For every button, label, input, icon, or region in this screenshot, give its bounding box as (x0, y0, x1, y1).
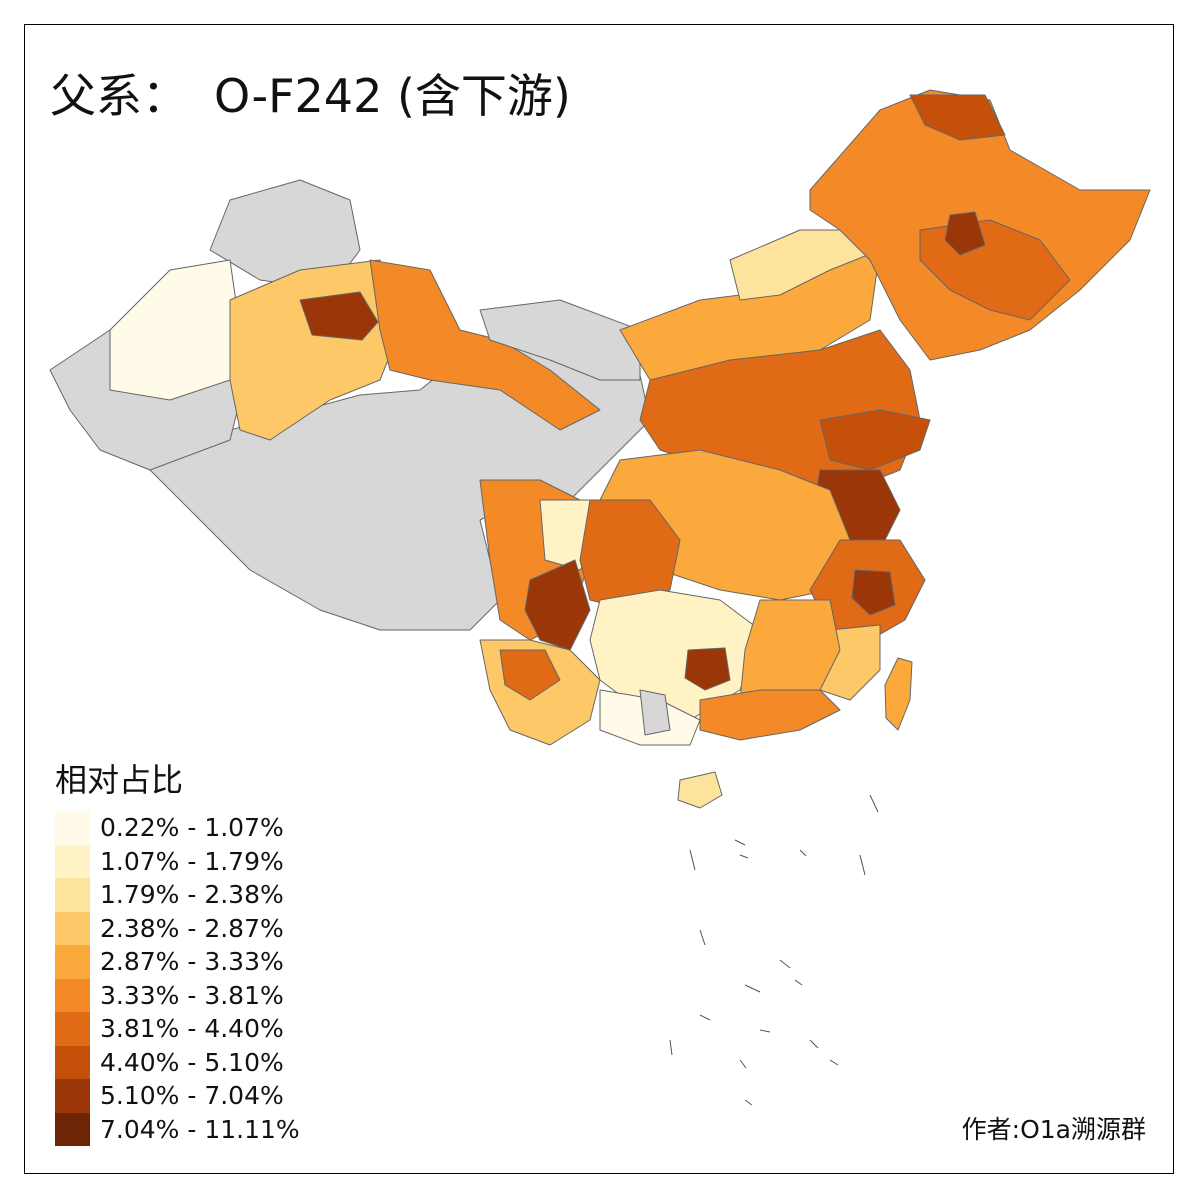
legend-item: 1.07% - 1.79% (55, 844, 300, 878)
region-zhejiang-dark (851, 569, 896, 616)
legend-item: 4.40% - 5.10% (55, 1045, 300, 1079)
legend-swatch (55, 945, 90, 979)
legend-item: 5.10% - 7.04% (55, 1079, 300, 1113)
legend-item: 7.04% - 11.11% (55, 1112, 300, 1146)
legend-item: 2.87% - 3.33% (55, 945, 300, 979)
region-taiwan (884, 657, 913, 731)
region-south-grey (639, 689, 671, 736)
legend-swatch (55, 978, 90, 1012)
legend-items: 0.22% - 1.07% 1.07% - 1.79% 1.79% - 2.38% 2… (55, 811, 300, 1146)
region-gansu (369, 259, 601, 431)
map-title: 父系： O-F242 (含下游) (50, 69, 571, 123)
legend-label: 4.40% - 5.10% (100, 1047, 284, 1077)
author-credit: 作者:O1a溯源群 (961, 1115, 1146, 1144)
legend-item: 0.22% - 1.07% (55, 811, 300, 845)
south-sea-islands (669, 794, 879, 1106)
legend-item: 3.81% - 4.40% (55, 1012, 300, 1046)
region-yunnan-orange (499, 649, 561, 701)
legend-swatch (55, 844, 90, 878)
legend-label: 3.33% - 3.81% (100, 980, 284, 1010)
region-xinjiang-west (109, 259, 241, 401)
legend-swatch (55, 878, 90, 912)
legend-label: 0.22% - 1.07% (100, 813, 284, 843)
legend-swatch (55, 911, 90, 945)
legend-item: 1.79% - 2.38% (55, 878, 300, 912)
legend-item: 3.33% - 3.81% (55, 978, 300, 1012)
region-heilongjiang-top (909, 94, 1006, 141)
map-frame (24, 24, 1174, 1174)
legend-swatch (55, 1045, 90, 1079)
legend-label: 1.79% - 2.38% (100, 880, 284, 910)
legend-label: 2.87% - 3.33% (100, 947, 284, 977)
region-mongolia-west (479, 299, 641, 381)
legend-label: 7.04% - 11.11% (100, 1114, 300, 1144)
legend-label: 2.38% - 2.87% (100, 913, 284, 943)
legend-swatch (55, 811, 90, 845)
legend-title: 相对占比 (55, 761, 184, 799)
region-shandong (819, 409, 931, 471)
region-xinjiang-dark (299, 291, 379, 341)
region-guangdong (699, 689, 841, 741)
legend-item: 2.38% - 2.87% (55, 911, 300, 945)
region-northeast-darkest (944, 211, 986, 256)
region-mongolia-pale (729, 229, 881, 301)
legend-swatch (55, 1112, 90, 1146)
legend-swatch (55, 1079, 90, 1113)
legend: 相对占比 0.22% - 1.07% 1.07% - 1.79% 1.79% - 2… (55, 755, 300, 1146)
legend-swatch (55, 1012, 90, 1046)
legend-label: 5.10% - 7.04% (100, 1081, 284, 1111)
legend-label: 3.81% - 4.40% (100, 1014, 284, 1044)
region-hunan-dark (684, 647, 731, 691)
legend-label: 1.07% - 1.79% (100, 846, 284, 876)
region-hainan (677, 771, 723, 809)
